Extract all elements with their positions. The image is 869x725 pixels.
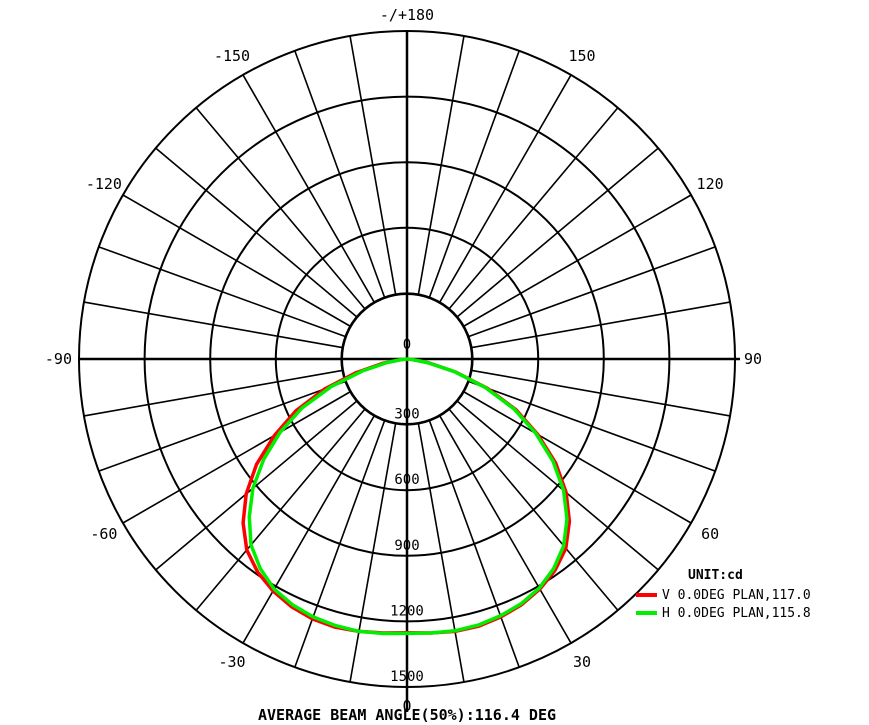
- angle-label-150: 150: [568, 47, 595, 65]
- radial-tick-label-300: 300: [394, 407, 419, 423]
- grid-spoke-240: [122, 194, 352, 328]
- beam-angle-caption: AVERAGE BEAM ANGLE(50%):116.4 DEG: [258, 706, 556, 724]
- grid-spoke-290: [98, 380, 347, 472]
- polar-grid: [78, 30, 740, 712]
- grid-spoke-120: [462, 194, 692, 328]
- grid-spoke-340: [294, 419, 386, 668]
- grid-spoke-130: [456, 147, 659, 318]
- angle-label-120: 120: [697, 175, 724, 193]
- angle-label-30: 30: [573, 653, 591, 671]
- grid-spoke-10: [417, 422, 465, 683]
- series-curves: [241, 357, 572, 636]
- radial-tick-label-1200: 1200: [390, 603, 424, 619]
- grid-spoke-200: [294, 50, 386, 299]
- radial-tick-label-600: 600: [394, 472, 419, 488]
- angle-label--120: -120: [86, 175, 122, 193]
- grid-spoke-150: [438, 74, 572, 304]
- grid-spoke-140: [448, 107, 619, 310]
- angle-label--150: -150: [214, 47, 250, 65]
- grid-spoke-160: [428, 50, 520, 299]
- legend: UNIT:cd V 0.0DEG PLAN,117.0 H 0.0DEG PLA…: [636, 568, 811, 621]
- legend-entry-h: H 0.0DEG PLAN,115.8: [662, 606, 811, 621]
- grid-spoke-210: [242, 74, 376, 304]
- axis-labels: 0 300 600 900 1200 1500 0 30 60 90 120 150 -/+180 -30…: [45, 6, 762, 715]
- grid-spoke-350: [349, 422, 397, 683]
- grid-spoke-100: [470, 301, 731, 349]
- grid-spoke-330: [242, 414, 376, 644]
- angle-label--90: -90: [45, 350, 72, 368]
- radial-tick-label-1500: 1500: [390, 669, 424, 685]
- grid-spoke-50: [456, 400, 659, 571]
- grid-spoke-310: [155, 400, 358, 571]
- grid-spoke-80: [470, 369, 731, 417]
- angle-label--30: -30: [218, 653, 245, 671]
- grid-spoke-230: [155, 147, 358, 318]
- grid-spoke-300: [122, 390, 352, 524]
- angle-label-60: 60: [701, 525, 719, 543]
- grid-spoke-280: [83, 369, 344, 417]
- grid-spoke-250: [98, 246, 347, 338]
- angle-label-90: 90: [744, 350, 762, 368]
- grid-spoke-190: [349, 35, 397, 296]
- angle-label-0: 0: [402, 697, 411, 715]
- series-curve-h: [247, 357, 569, 636]
- legend-entry-v: V 0.0DEG PLAN,117.0: [662, 588, 811, 603]
- unit-label: UNIT:cd: [688, 568, 743, 583]
- grid-spoke-40: [448, 408, 619, 611]
- grid-spoke-260: [83, 301, 344, 349]
- grid-spoke-30: [438, 414, 572, 644]
- grid-spoke-70: [467, 380, 716, 472]
- grid-spoke-220: [195, 107, 366, 310]
- radial-tick-label-0: 0: [403, 337, 411, 353]
- grid-spoke-320: [195, 408, 366, 611]
- radial-tick-label-900: 900: [394, 538, 419, 554]
- grid-spoke-20: [428, 419, 520, 668]
- angle-label-180: -/+180: [380, 6, 434, 24]
- grid-spoke-170: [417, 35, 465, 296]
- grid-spoke-60: [462, 390, 692, 524]
- grid-spoke-110: [467, 246, 716, 338]
- angle-label--60: -60: [90, 525, 117, 543]
